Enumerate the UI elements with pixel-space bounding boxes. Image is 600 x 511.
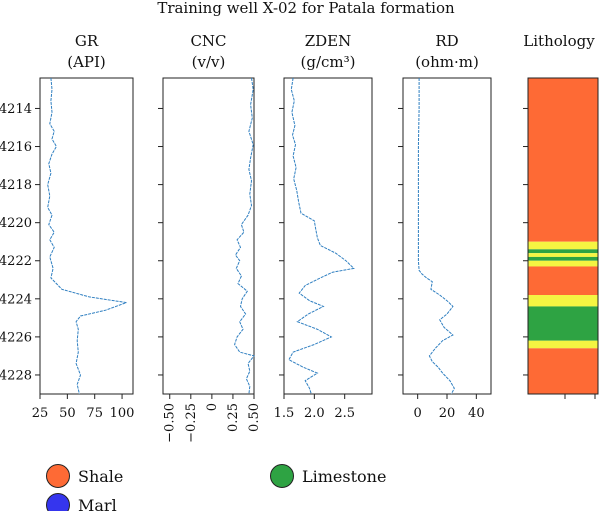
track-title: CNC (190, 32, 226, 50)
legend-label: Limestone (302, 467, 386, 486)
x-tick-label: 0 (205, 403, 220, 411)
depth-tick-label: 4222 (0, 254, 32, 269)
x-tick-label: 40 (468, 406, 485, 421)
legend-item-shale: Shale (46, 464, 123, 488)
track-gr: GR (API) 4214 4216 4218 4220 4222 4224 4226 4228 2… (0, 32, 134, 421)
depth-tick-label: 4224 (0, 292, 32, 307)
legend-label: Shale (78, 467, 123, 486)
lithology-title: Lithology (523, 32, 595, 50)
x-tick-label: 2.5 (334, 406, 355, 421)
lithology-interval-sand (528, 253, 598, 257)
x-tick-label: 0.25 (226, 403, 241, 432)
track-title: ZDEN (305, 32, 352, 50)
track-zden: ZDEN (g/cm³) 1.5 2.0 2.5 (274, 32, 373, 421)
depth-tick-label: 4226 (0, 330, 32, 345)
x-tick-label: 0 (414, 406, 422, 421)
legend-marker (46, 493, 70, 511)
x-tick-label: −0.50 (163, 403, 178, 443)
x-tick-label: 75 (86, 406, 103, 421)
legend-item-limestone: Limestone (270, 464, 386, 488)
track-frame (39, 77, 134, 395)
figure-title: Training well X-02 for Patala formation (157, 0, 455, 17)
legend-marker (46, 464, 70, 488)
lithology-interval-limestone (528, 249, 598, 254)
lithology-interval-sand (528, 260, 598, 267)
track-unit: (v/v) (192, 53, 226, 71)
track-frame (162, 77, 255, 395)
lithology-interval-shale (528, 78, 598, 242)
track-unit: (API) (67, 53, 106, 71)
lithology-interval-sand (528, 340, 598, 349)
x-tick-label: 1.5 (274, 406, 295, 421)
x-tick-label: 50 (59, 406, 76, 421)
lithology-interval-limestone (528, 306, 598, 341)
lithology-frame (527, 77, 599, 395)
legend-marker (270, 464, 294, 488)
track-title: GR (75, 32, 99, 50)
track-frame (283, 77, 373, 395)
x-tick-label: 0.50 (247, 403, 262, 432)
track-unit: (ohm·m) (415, 53, 479, 71)
depth-tick-label: 4218 (0, 178, 32, 193)
lithology-interval-sand (528, 295, 598, 307)
track-frame (402, 77, 492, 395)
depth-tick-label: 4228 (0, 368, 32, 383)
lithology-track: Lithology (523, 32, 599, 399)
legend-label: Marl (78, 496, 117, 511)
log-curve-gr (47, 77, 127, 395)
track-cnc: CNC (v/v) −0.50 −0.25 0 0.25 0.50 (158, 32, 262, 443)
lithology-interval-sand (528, 241, 598, 250)
depth-tick-label: 4214 (0, 102, 32, 117)
x-tick-label: −0.25 (184, 403, 199, 443)
log-curve-zden (288, 77, 355, 395)
track-unit: (g/cm³) (301, 53, 356, 71)
lithology-interval-limestone (528, 256, 598, 261)
x-tick-label: 100 (110, 406, 135, 421)
x-tick-label: 2.0 (304, 406, 325, 421)
depth-tick-label: 4220 (0, 216, 32, 231)
legend-item-marl: Marl (46, 493, 117, 511)
log-curve-cnc (234, 77, 255, 395)
lithology-interval-shale (528, 348, 598, 394)
lithology-interval-shale (528, 266, 598, 296)
x-tick-label: 25 (32, 406, 49, 421)
log-tracks: GR (API) 4214 4216 4218 4220 4222 4224 4226 4228 2… (0, 32, 492, 443)
depth-tick-label: 4216 (0, 140, 32, 155)
log-curve-rd (417, 78, 455, 395)
x-tick-label: 20 (439, 406, 456, 421)
track-rd: RD (ohm·m) 0 20 40 (398, 32, 492, 421)
track-title: RD (435, 32, 458, 50)
legend: Shale Limestone Marl (46, 464, 386, 511)
